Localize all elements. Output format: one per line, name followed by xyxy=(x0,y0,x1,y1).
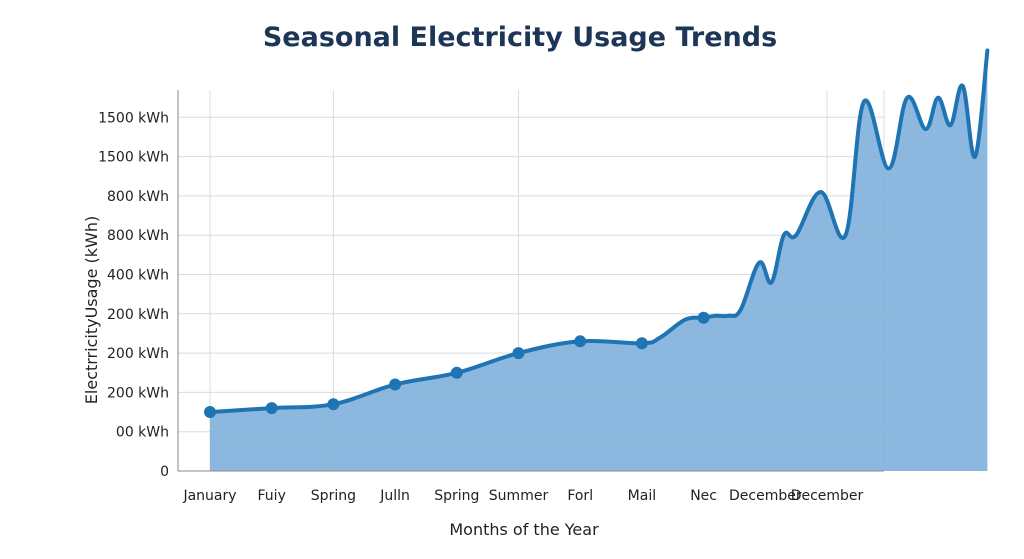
chart-title: Seasonal Electricity Usage Trends xyxy=(262,22,778,53)
y-tick-label: 200 kWh xyxy=(107,346,169,362)
y-tick-label: 1500 kWh xyxy=(98,150,169,166)
x-tick-label: Mail xyxy=(628,488,656,504)
y-tick-label: 400 kWh xyxy=(107,268,169,284)
x-tick-label: Spring xyxy=(311,488,356,504)
data-point[interactable] xyxy=(327,398,340,411)
x-axis-title: Months of the Year xyxy=(449,520,599,539)
y-axis-title: ElectrricityUsage (kWh) xyxy=(82,216,101,404)
y-tick-label: 0 xyxy=(160,464,169,480)
y-tick-label: 800 kWh xyxy=(107,228,169,244)
series-line xyxy=(208,48,990,415)
x-tick-label: Julln xyxy=(379,488,410,504)
x-tick-label: January xyxy=(182,488,236,504)
x-tick-label: Summer xyxy=(489,488,549,504)
x-tick-labels: January Fuiy Spring Julln Spring Summer Forl Ma… xyxy=(182,488,863,504)
data-point[interactable] xyxy=(697,311,710,324)
y-tick-label: 1500 kWh xyxy=(98,110,169,126)
x-tick-label: December xyxy=(729,488,802,504)
x-tick-label: Forl xyxy=(567,488,593,504)
data-point[interactable] xyxy=(512,347,525,360)
y-tick-label: 00 kWh xyxy=(116,425,169,441)
y-tick-label: 200 kWh xyxy=(107,307,169,323)
x-tick-label: December xyxy=(791,488,864,504)
x-tick-label: Nec xyxy=(690,488,717,504)
data-point[interactable] xyxy=(265,402,278,415)
y-tick-labels: 0 00 kWh 200 kWh 200 kWh 200 kWh 400 kWh 800 k… xyxy=(98,110,169,480)
data-point[interactable] xyxy=(204,406,216,419)
series-area xyxy=(210,50,988,471)
data-point[interactable] xyxy=(574,335,587,348)
line-layer xyxy=(208,48,990,415)
data-point[interactable] xyxy=(450,366,463,379)
data-point[interactable] xyxy=(635,337,648,350)
x-tick-label: Fuiy xyxy=(258,488,286,504)
area-layer xyxy=(210,50,988,471)
x-tick-label: Spring xyxy=(434,488,479,504)
y-tick-label: 200 kWh xyxy=(107,385,169,401)
axis-layer xyxy=(177,90,884,472)
data-point[interactable] xyxy=(389,378,402,391)
marker-layer xyxy=(204,311,710,419)
y-tick-label: 800 kWh xyxy=(107,189,169,205)
